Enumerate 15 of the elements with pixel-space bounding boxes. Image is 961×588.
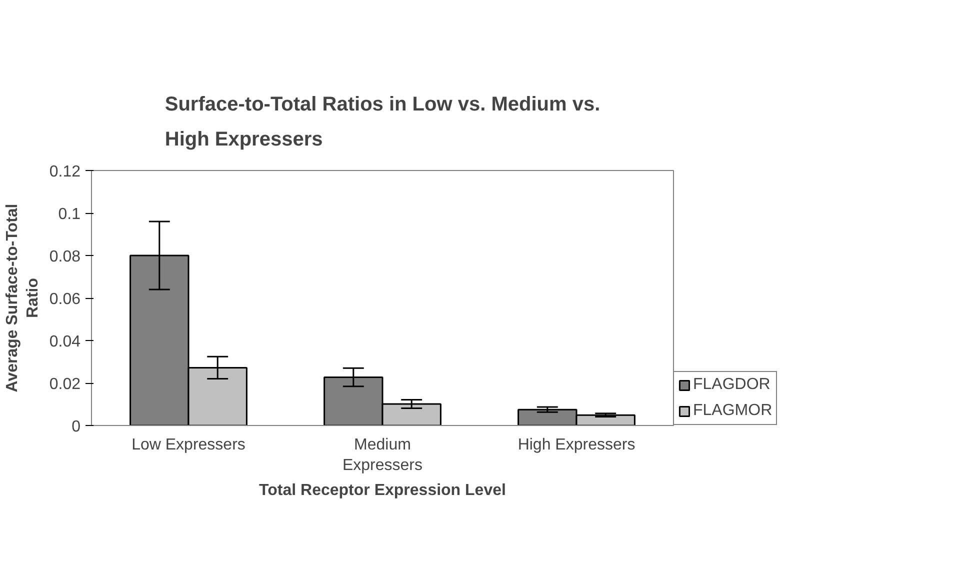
- y-tick-label: 0.08: [49, 248, 81, 266]
- y-tick-label: 0.12: [49, 164, 81, 180]
- y-tick-label: 0.04: [49, 334, 81, 350]
- legend-label: FLAGMOR: [693, 402, 772, 420]
- y-axis-title: Average Surface-to-Total Ratio: [4, 204, 42, 392]
- y-tick-label: 0: [72, 418, 81, 436]
- y-tick-label: 0.02: [49, 376, 81, 393]
- legend-label: FLAGDOR: [693, 376, 770, 394]
- y-tick-label: 0.06: [49, 291, 81, 308]
- chart-title: Surface-to-Total Ratios in Low vs. Medium vs. High Expressers: [164, 93, 600, 150]
- x-tick-label: Medium Expressers: [342, 436, 423, 474]
- x-tick-label: Low Expressers: [132, 436, 246, 454]
- x-axis-title: Total Receptor Expression Level: [259, 482, 506, 499]
- x-tick-label: High Expressers: [518, 436, 636, 454]
- y-tick-label: 0.1: [58, 206, 81, 223]
